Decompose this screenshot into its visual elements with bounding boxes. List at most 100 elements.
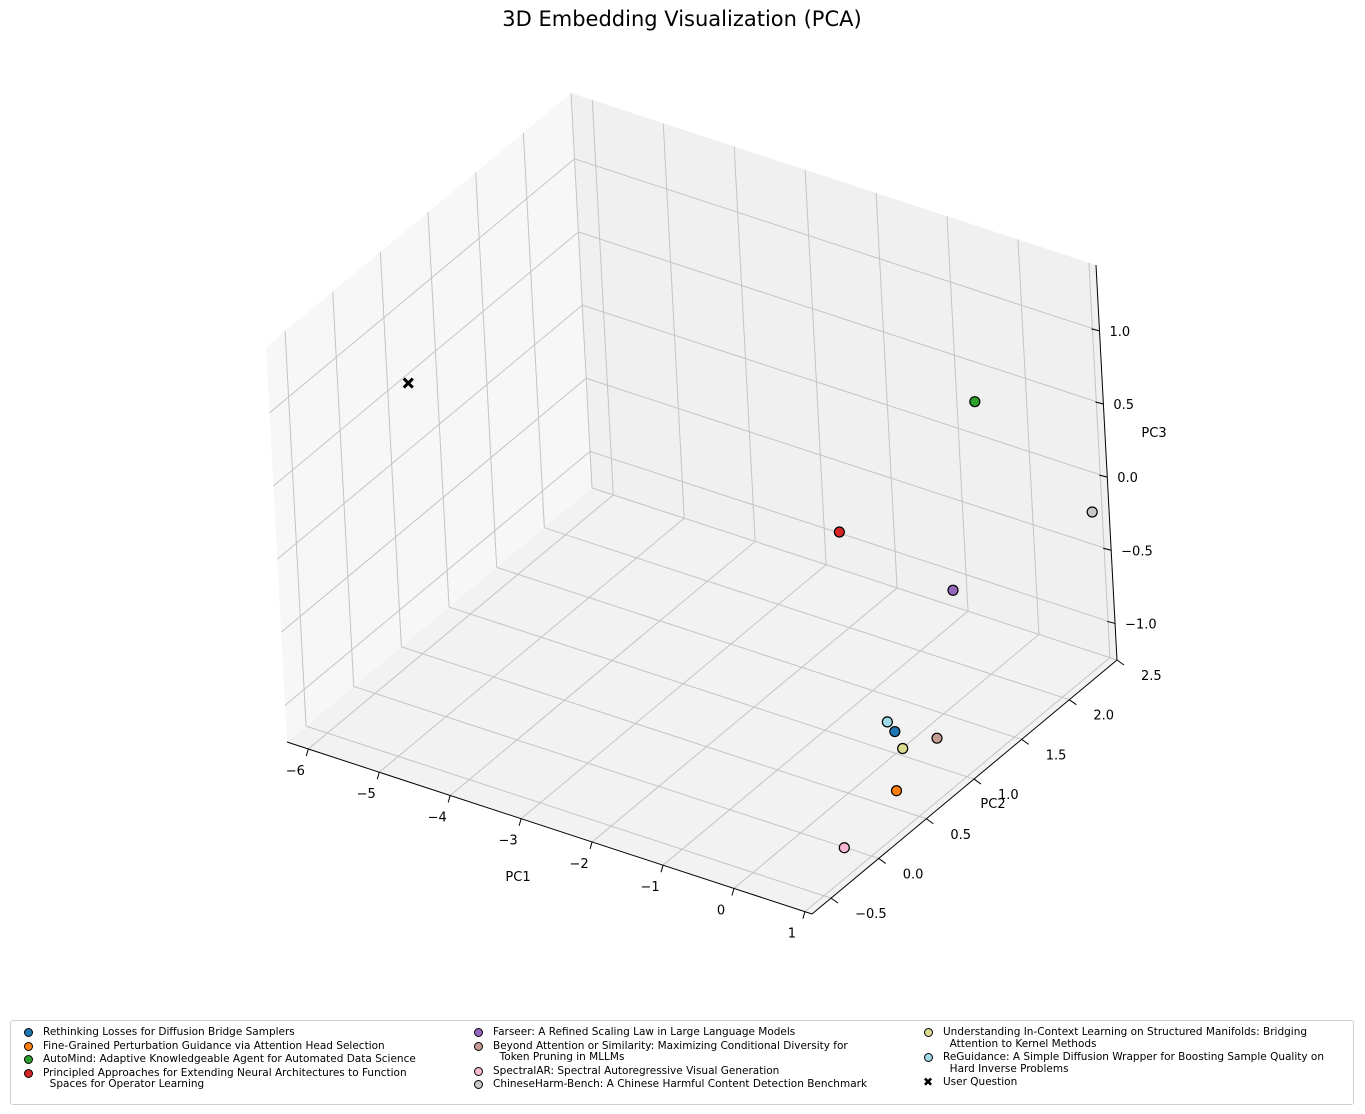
circle-icon (23, 1055, 33, 1064)
marker-stroke (402, 377, 414, 389)
legend-item: Beyond Attention or Similarity: Maximizi… (471, 1039, 867, 1064)
grid-line (591, 487, 1118, 661)
data-point (833, 526, 845, 538)
legend-swatch (471, 1079, 485, 1089)
legend-swatch (21, 1027, 35, 1037)
y-tick (878, 858, 887, 864)
legend-item: ChineseHarm-Bench: A Chinese Harmful Con… (471, 1078, 868, 1091)
z-tick-label: 0.5 (1113, 398, 1134, 413)
circle-icon (923, 1053, 933, 1062)
circle-icon (473, 1041, 483, 1051)
y-tick-label: 1.0 (998, 788, 1019, 803)
grid-lines (269, 92, 1118, 913)
legend-item: ReGuidance: A Simple Diffusion Wrapper f… (921, 1051, 1324, 1075)
x-tick-label: −1 (640, 880, 659, 895)
x-axis-label: PC1 (505, 870, 530, 885)
grid-line (544, 527, 1070, 701)
z-axis-label: PC3 (1141, 426, 1166, 441)
grid-line (353, 685, 879, 859)
legend-label: Principled Approaches for Extending Neur… (43, 1066, 407, 1090)
y-tick (1069, 699, 1077, 706)
x-tick (660, 865, 664, 873)
grid-line (269, 158, 575, 414)
grid-line (401, 646, 927, 820)
z-tick-label: −1.0 (1125, 617, 1157, 632)
x-tick (589, 841, 593, 850)
y-tick-label: 0.5 (950, 828, 971, 843)
x-tick-label: 1 (788, 927, 796, 942)
z-axis-line (1095, 264, 1118, 661)
grid-line (273, 231, 579, 487)
data-point (947, 584, 959, 596)
grid-line (578, 231, 1104, 405)
y-tick-label: 0.0 (903, 867, 924, 882)
grid-line (582, 304, 1108, 478)
z-tick (1095, 401, 1104, 405)
legend-column: Rethinking Losses for Diffusion Bridge S… (21, 1026, 416, 1093)
legend-label: User Question (943, 1076, 1018, 1088)
y-tick (1116, 659, 1125, 666)
chart-canvas: 3D Embedding Visualization (PCA) −6−5−4−… (266, 7, 1167, 942)
circle-icon (23, 1041, 33, 1051)
legend-label: ReGuidance: A Simple Diffusion Wrapper f… (943, 1051, 1324, 1075)
circle-icon (473, 1080, 483, 1089)
x-tick (376, 772, 380, 780)
pane-left (266, 93, 592, 742)
y-tick (1021, 738, 1029, 745)
legend-label: ChineseHarm-Bench: A Chinese Harmful Con… (493, 1078, 868, 1090)
y-tick-label: 2.5 (1141, 669, 1162, 684)
data-point (890, 785, 903, 797)
legend-swatch (921, 1027, 935, 1037)
x-tick (731, 888, 735, 896)
legend-item: Principled Approaches for Extending Neur… (21, 1066, 416, 1091)
x-axis-line (286, 741, 813, 915)
x-tick-label: −2 (569, 857, 588, 872)
user-question-marker (402, 377, 414, 389)
grid-line (496, 566, 1022, 740)
axis-lines (286, 264, 1125, 919)
legend-swatch (471, 1027, 485, 1037)
legend-x-icon: ✖ (921, 1075, 935, 1089)
data-point (838, 842, 850, 854)
legend-item: SpectralAR: Spectral Autoregressive Visu… (471, 1065, 867, 1078)
z-tick-label: −0.5 (1121, 544, 1153, 559)
z-tick (1091, 328, 1100, 332)
z-tick-label: 0.0 (1117, 471, 1138, 486)
grid-line (662, 610, 969, 866)
y-tick (830, 897, 839, 904)
legend-label: Beyond Attention or Similarity: Maximizi… (493, 1039, 848, 1063)
legend-label: AutoMind: Adaptive Knowledgeable Agent f… (43, 1053, 416, 1065)
legend-label: Understanding In-Context Learning on Str… (943, 1026, 1308, 1050)
circle-icon (23, 1028, 33, 1037)
data-point (889, 725, 901, 738)
z-tick (1103, 547, 1112, 551)
legend-swatch (921, 1052, 935, 1062)
circle-icon (23, 1068, 33, 1078)
legend-label: Fine-Grained Perturbation Guidance via A… (43, 1039, 385, 1052)
grid-line (276, 304, 583, 560)
x-tick-label: −3 (499, 834, 518, 849)
legend-swatch (21, 1068, 35, 1078)
x-tick-label: −5 (357, 787, 376, 802)
legend-item: AutoMind: Adaptive Knowledgeable Agent f… (21, 1053, 416, 1066)
legend-item: Rethinking Losses for Diffusion Bridge S… (21, 1026, 416, 1039)
x-tick (802, 911, 806, 919)
z-tick (1099, 474, 1108, 478)
x-tick-label: −4 (428, 810, 447, 825)
grid-line (284, 451, 591, 706)
grid-line (305, 725, 832, 899)
x-tick (518, 818, 522, 826)
y-tick-label: −0.5 (855, 907, 887, 922)
legend-item: Farseer: A Refined Scaling Law in Large … (471, 1026, 867, 1039)
x-mark-icon: ✖ (922, 1075, 934, 1089)
y-tick (926, 818, 934, 825)
legend-swatch (21, 1054, 35, 1064)
legend-label: Rethinking Losses for Diffusion Bridge S… (43, 1026, 295, 1038)
x-tick (305, 748, 309, 757)
data-points (402, 377, 1098, 854)
grid-line (591, 587, 898, 843)
legend-item: Fine-Grained Perturbation Guidance via A… (21, 1039, 416, 1053)
circle-icon (923, 1028, 933, 1037)
legend-swatch (471, 1066, 485, 1076)
grid-line (586, 377, 1112, 551)
